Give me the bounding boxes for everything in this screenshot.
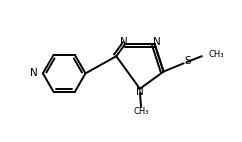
Text: S: S	[185, 56, 191, 66]
Text: CH₃: CH₃	[208, 50, 224, 59]
Text: N: N	[136, 87, 144, 97]
Text: N: N	[120, 37, 127, 47]
Text: N: N	[152, 37, 160, 47]
Text: CH₃: CH₃	[133, 107, 149, 116]
Text: N: N	[30, 68, 38, 78]
